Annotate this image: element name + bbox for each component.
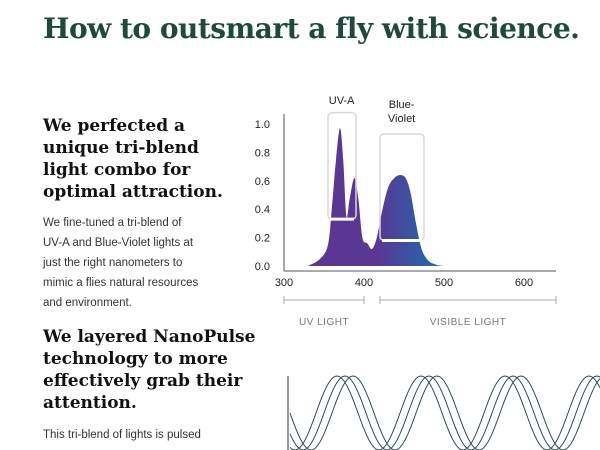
section-2-heading: We layered NanoPulse technology to more … (43, 326, 255, 414)
y-tick-label: 0.8 (255, 147, 270, 159)
range-label: VISIBLE LIGHT (430, 317, 507, 328)
chart-axes: 0.0 0.2 0.4 0.6 0.8 1.0 300 400 500 600 (255, 114, 556, 289)
x-tick-label: 500 (435, 277, 453, 289)
x-tick-label: 300 (275, 277, 293, 289)
section-2-body-line: This tri-blend of lights is pulsed (43, 429, 201, 441)
chart-callouts: UV-A Blue- Violet (327, 95, 425, 242)
y-tick-label: 1.0 (255, 119, 270, 131)
uv-a-label: UV-A (329, 95, 355, 107)
section-1-body-line: and environment. (43, 297, 132, 309)
y-tick-label: 0.4 (255, 204, 270, 216)
section-1-body-line: We fine-tuned a tri-blend of (43, 217, 182, 229)
x-tick-label: 600 (515, 277, 533, 289)
chart-ranges: UV LIGHT VISIBLE LIGHT (283, 296, 557, 328)
section-1-heading: We perfected a unique tri-blend light co… (43, 115, 223, 203)
section-2-body: This tri-blend of lights is pulsed (43, 425, 201, 445)
pulse-wave-line (289, 375, 600, 450)
y-tick-label: 0.0 (255, 261, 270, 273)
section-1-heading-line: optimal attraction. (43, 182, 223, 202)
section-2-heading-line: We layered NanoPulse (43, 327, 256, 347)
x-tick-label: 400 (355, 277, 373, 289)
chart-area (308, 128, 444, 266)
section-1-body-line: mimic a flies natural resources (43, 277, 199, 289)
section-2-heading-line: attention. (43, 393, 137, 413)
section-1-body: We fine-tuned a tri-blend of UV-A and Bl… (43, 213, 198, 313)
y-tick-label: 0.2 (255, 233, 270, 245)
page-headline: How to outsmart a fly with science. (43, 12, 580, 45)
spectrum-area (308, 128, 444, 266)
y-tick-label: 0.6 (255, 176, 270, 188)
section-1-body-line: UV-A and Blue-Violet lights at (43, 237, 194, 249)
pulse-wave-line (289, 375, 600, 450)
range-label: UV LIGHT (299, 317, 349, 328)
section-2-heading-line: effectively grab their (43, 371, 243, 391)
section-1-body-line: just the right nanometers to (43, 257, 183, 269)
section-1-heading-line: We perfected a (43, 116, 186, 136)
section-1-heading-line: light combo for (43, 160, 191, 180)
blue-violet-label: Violet (388, 113, 415, 125)
section-1-heading-line: unique tri-blend (43, 138, 199, 158)
section-2-heading-line: technology to more (43, 349, 228, 369)
pulse-wave-line (289, 375, 600, 450)
blue-violet-label: Blue- (389, 99, 415, 111)
